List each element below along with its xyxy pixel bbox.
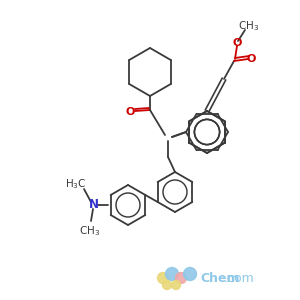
Text: .com: .com — [224, 272, 255, 286]
Circle shape — [184, 268, 196, 281]
Text: $\mathrm{CH_3}$: $\mathrm{CH_3}$ — [238, 19, 260, 33]
Text: $\mathrm{CH_3}$: $\mathrm{CH_3}$ — [80, 224, 100, 238]
Text: $\mathrm{H_3C}$: $\mathrm{H_3C}$ — [65, 177, 87, 191]
Circle shape — [176, 272, 187, 284]
Text: O: O — [232, 38, 242, 48]
Circle shape — [163, 280, 172, 290]
Circle shape — [158, 272, 169, 284]
Circle shape — [166, 268, 178, 281]
Text: N: N — [89, 199, 99, 212]
Text: O: O — [246, 54, 256, 64]
Circle shape — [172, 280, 181, 290]
Text: Chem: Chem — [200, 272, 239, 286]
Text: O: O — [125, 107, 135, 117]
